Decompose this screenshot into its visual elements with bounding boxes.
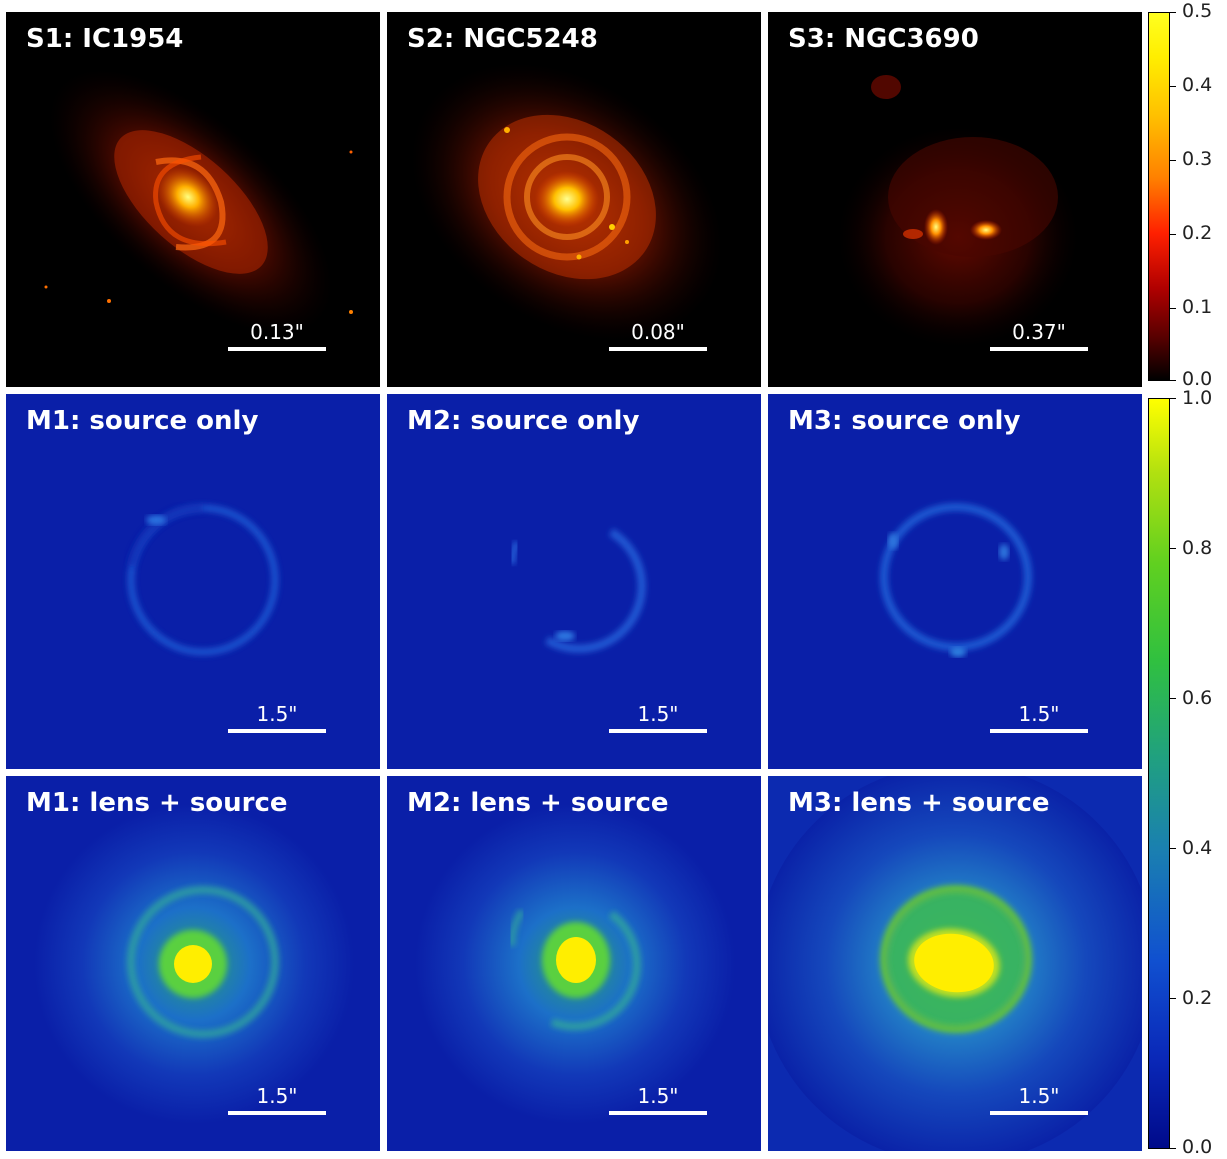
- colorbar-tick-label: 0.2: [1182, 222, 1213, 244]
- scale-bar: [609, 729, 707, 733]
- scale-bar-label: 0.37": [1012, 320, 1066, 344]
- colorbar-tick-label: 0.8: [1182, 537, 1213, 559]
- panel-title: M3: source only: [788, 406, 1021, 436]
- scale-bar: [228, 729, 326, 733]
- scale-bar: [990, 1111, 1088, 1115]
- colorbar-tick-label: 0.0: [1182, 368, 1213, 390]
- scale-bar-label: 1.5": [637, 1084, 679, 1108]
- colorbar-model: [1148, 398, 1170, 1149]
- panel-title: S1: IC1954: [26, 24, 184, 54]
- colorbar-tick-label: 0.6: [1182, 687, 1213, 709]
- colorbar-tick-label: 0.4: [1182, 837, 1213, 859]
- panel-title: M2: lens + source: [407, 788, 669, 818]
- scale-bar-label: 1.5": [1018, 702, 1060, 726]
- scale-bar: [609, 347, 707, 351]
- galaxy-image-ic1954: [6, 12, 380, 387]
- galaxy-image-ngc3690: [768, 12, 1142, 387]
- panel-m2-lens-source: M2: lens + source 1.5": [387, 776, 761, 1151]
- model-image-m1-source: [6, 394, 380, 769]
- panel-m3-lens-source: M3: lens + source 1.5": [768, 776, 1142, 1151]
- colorbar-tick-label: 0.3: [1182, 148, 1213, 170]
- scale-bar-label: 1.5": [637, 702, 679, 726]
- panel-s2: S2: NGC5248 0.08": [387, 12, 761, 387]
- colorbar-tick-label: 0.4: [1182, 74, 1213, 96]
- scale-bar-label: 0.08": [631, 320, 685, 344]
- scale-bar: [990, 347, 1088, 351]
- colorbar-tick-label: 1.0: [1182, 387, 1213, 409]
- galaxy-image-ngc5248: [387, 12, 761, 387]
- panel-title: M2: source only: [407, 406, 640, 436]
- panel-s3: S3: NGC3690 0.37": [768, 12, 1142, 387]
- model-image-m2-source: [387, 394, 761, 769]
- colorbar-tick-label: 0.5: [1182, 0, 1213, 22]
- scale-bar-label: 0.13": [250, 320, 304, 344]
- model-image-m3-source: [768, 394, 1142, 769]
- colorbar-hot: [1148, 12, 1170, 381]
- panel-m3-source-only: M3: source only 1.5": [768, 394, 1142, 769]
- panel-m1-source-only: M1: source only 1.5": [6, 394, 380, 769]
- panel-title: S2: NGC5248: [407, 24, 598, 54]
- scale-bar: [990, 729, 1088, 733]
- panel-title: M1: source only: [26, 406, 259, 436]
- panel-m1-lens-source: M1: lens + source 1.5": [6, 776, 380, 1151]
- colorbar-tick-label: 0.1: [1182, 296, 1213, 318]
- scale-bar: [228, 1111, 326, 1115]
- scale-bar-label: 1.5": [1018, 1084, 1060, 1108]
- panel-m2-source-only: M2: source only 1.5": [387, 394, 761, 769]
- scale-bar: [609, 1111, 707, 1115]
- model-image-m3-lens: [768, 776, 1142, 1151]
- model-image-m1-lens: [6, 776, 380, 1151]
- model-image-m2-lens: [387, 776, 761, 1151]
- colorbar-tick-label: 0.2: [1182, 987, 1213, 1009]
- colorbar-tick-label: 0.0: [1182, 1136, 1213, 1158]
- panel-title: M3: lens + source: [788, 788, 1050, 818]
- panel-title: M1: lens + source: [26, 788, 288, 818]
- scale-bar-label: 1.5": [256, 702, 298, 726]
- scale-bar: [228, 347, 326, 351]
- scale-bar-label: 1.5": [256, 1084, 298, 1108]
- panel-s1: S1: IC1954 0.13": [6, 12, 380, 387]
- panel-title: S3: NGC3690: [788, 24, 979, 54]
